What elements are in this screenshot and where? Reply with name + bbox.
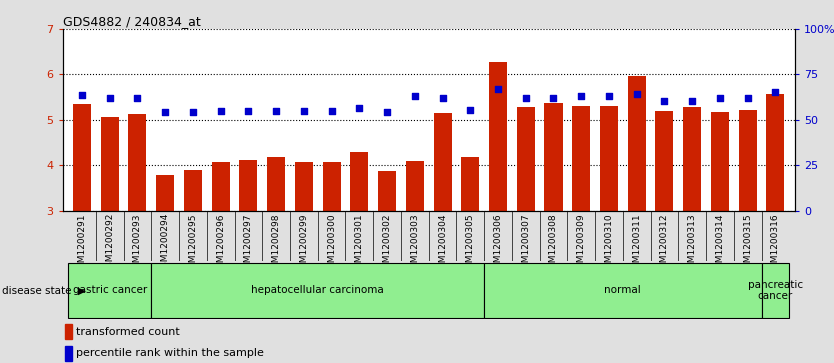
Bar (350, 152, 369, 211)
Bar (156, 175, 174, 211)
Text: GSM1200295: GSM1200295 (188, 213, 198, 274)
Bar (239, 160, 258, 211)
Point (713, 95, 726, 101)
Bar (545, 102, 562, 211)
Text: GSM1200314: GSM1200314 (716, 213, 725, 274)
Text: GDS4882 / 240834_at: GDS4882 / 240834_at (63, 15, 200, 28)
Point (75, 92, 88, 98)
FancyBboxPatch shape (485, 262, 761, 318)
Point (491, 86, 505, 92)
Bar (101, 117, 118, 211)
Point (547, 95, 560, 101)
Text: GSM1200312: GSM1200312 (660, 213, 669, 274)
Text: GSM1200307: GSM1200307 (521, 213, 530, 274)
Point (408, 93, 421, 99)
Point (297, 108, 310, 114)
Bar (683, 107, 701, 211)
Point (575, 93, 588, 99)
Text: GSM1200306: GSM1200306 (494, 213, 503, 274)
Point (380, 109, 394, 115)
Text: GSM1200299: GSM1200299 (299, 213, 309, 274)
Point (103, 95, 117, 101)
Text: GSM1200311: GSM1200311 (632, 213, 641, 274)
Point (214, 108, 228, 114)
Text: GSM1200301: GSM1200301 (354, 213, 364, 274)
Text: GSM1200310: GSM1200310 (605, 213, 614, 274)
Point (353, 106, 366, 111)
Text: GSM1200309: GSM1200309 (577, 213, 585, 274)
Bar (323, 162, 340, 211)
Point (131, 95, 144, 101)
Point (186, 109, 199, 115)
Text: normal: normal (605, 285, 641, 295)
Text: GSM1200298: GSM1200298 (272, 213, 280, 274)
Text: GSM1200315: GSM1200315 (743, 213, 752, 274)
Bar (600, 106, 618, 211)
Bar (766, 94, 785, 211)
Point (741, 95, 754, 101)
Bar (489, 62, 507, 211)
Text: GSM1200313: GSM1200313 (688, 213, 696, 274)
Bar (73, 104, 91, 211)
Text: GSM1200305: GSM1200305 (465, 213, 475, 274)
Text: GSM1200316: GSM1200316 (771, 213, 780, 274)
Point (325, 108, 339, 114)
Text: gastric cancer: gastric cancer (73, 285, 147, 295)
Bar (434, 113, 451, 211)
Text: GSM1200292: GSM1200292 (105, 213, 114, 273)
Point (686, 98, 699, 104)
Bar (212, 162, 229, 211)
Point (602, 93, 615, 99)
Bar (461, 157, 480, 211)
Point (769, 89, 782, 95)
Bar (711, 112, 729, 211)
Bar (128, 114, 147, 211)
FancyBboxPatch shape (68, 262, 151, 318)
Point (242, 108, 255, 114)
Bar (184, 170, 202, 211)
Bar (64, 346, 72, 361)
Bar (295, 162, 313, 211)
Point (436, 95, 450, 101)
Point (158, 109, 172, 115)
Bar (739, 110, 756, 211)
Bar (656, 111, 673, 211)
Point (464, 107, 477, 113)
Bar (267, 157, 285, 211)
Bar (378, 171, 396, 211)
Text: GSM1200304: GSM1200304 (438, 213, 447, 274)
Text: GSM1200294: GSM1200294 (161, 213, 169, 273)
Bar (406, 160, 424, 211)
Text: hepatocellular carcinoma: hepatocellular carcinoma (251, 285, 384, 295)
Point (658, 98, 671, 104)
Text: pancreatic
cancer: pancreatic cancer (748, 280, 803, 301)
FancyBboxPatch shape (151, 262, 485, 318)
Bar (64, 324, 72, 339)
Text: GSM1200297: GSM1200297 (244, 213, 253, 274)
Bar (572, 106, 590, 211)
Point (269, 108, 283, 114)
Text: GSM1200303: GSM1200303 (410, 213, 420, 274)
Text: GSM1200293: GSM1200293 (133, 213, 142, 274)
FancyBboxPatch shape (761, 262, 789, 318)
Text: GSM1200296: GSM1200296 (216, 213, 225, 274)
Text: transformed count: transformed count (76, 327, 179, 337)
Text: GSM1200291: GSM1200291 (78, 213, 87, 274)
Point (630, 91, 643, 97)
Bar (628, 76, 646, 211)
Point (519, 95, 532, 101)
Text: percentile rank within the sample: percentile rank within the sample (76, 348, 264, 358)
Text: GSM1200300: GSM1200300 (327, 213, 336, 274)
Text: GSM1200302: GSM1200302 (383, 213, 392, 274)
Text: disease state  ▶: disease state ▶ (2, 285, 86, 295)
Bar (517, 107, 535, 211)
Text: GSM1200308: GSM1200308 (549, 213, 558, 274)
